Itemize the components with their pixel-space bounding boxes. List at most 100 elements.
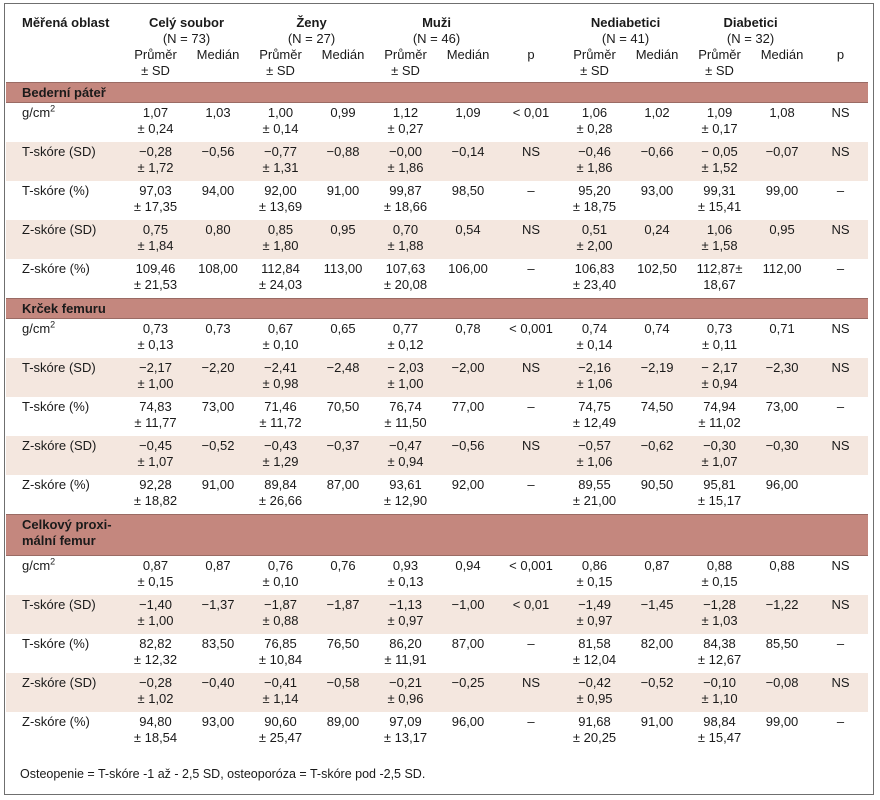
cell-value: −1,22 <box>765 597 799 612</box>
table-cell: −0,62 <box>626 436 689 475</box>
table-cell: – <box>499 475 563 515</box>
cell-sd: ± 1,00 <box>137 613 174 628</box>
table-cell: 73,00 <box>751 397 813 436</box>
row-label: Z-skóre (SD) <box>6 220 124 259</box>
table-cell: −1,13 ± 0,97 <box>374 595 437 634</box>
spacer-cell <box>6 47 124 83</box>
table-cell: 85,50 <box>751 634 813 673</box>
table-cell: 81,58 ± 12,04 <box>563 634 626 673</box>
cell-value: 99,00 <box>765 183 799 198</box>
table-cell: −0,47 ± 0,94 <box>374 436 437 475</box>
row-label-sup: 2 <box>50 319 56 330</box>
cell-sd: ± 0,98 <box>262 376 299 391</box>
table-row: Z-skóre (%) 92,28 ± 18,82 91,00 89,84 ± 26,66… <box>6 475 868 515</box>
cell-value: 0,65 <box>330 321 356 336</box>
spacer-cell <box>813 31 868 47</box>
group-n: (N = 32) <box>726 31 775 46</box>
table-cell: −0,14 <box>437 142 500 181</box>
spacer-cell <box>499 6 563 31</box>
cell-value: NS <box>831 360 850 375</box>
table-cell: 0,76 <box>312 556 374 596</box>
cell-sd: ± 2,00 <box>576 238 613 253</box>
table-cell: 0,71 <box>751 319 813 359</box>
cell-value: NS <box>521 675 541 690</box>
cell-sd: ± 20,25 <box>572 730 617 745</box>
cell-value: −1,00 <box>451 597 485 612</box>
row-label-text: T-skóre (SD) <box>22 360 96 375</box>
table-cell: 95,81 ± 15,17 <box>688 475 751 515</box>
cell-value: −1,45 <box>640 597 674 612</box>
cell-value: 0,73 <box>205 321 231 336</box>
header-row-groups: Měřená oblast Celý soubor Ženy Muži Nedi… <box>6 6 868 31</box>
row-label: T-skóre (SD) <box>6 142 124 181</box>
section-title-text: Krček femuru <box>22 301 106 316</box>
cell-value: 109,46 <box>135 261 176 276</box>
cell-value: < 0,01 <box>512 597 550 612</box>
table-cell: −1,87 <box>312 595 374 634</box>
table-cell: 0,93 ± 0,13 <box>374 556 437 596</box>
group-header: Celý soubor <box>148 15 225 30</box>
sd-label: ± SD <box>705 63 734 78</box>
table-cell: 77,00 <box>437 397 499 436</box>
table-cell: −0,45 ± 1,07 <box>124 436 187 475</box>
table-cell: 0,80 <box>187 220 249 259</box>
table-cell: 71,46 ± 11,72 <box>249 397 312 436</box>
cell-value: − 2,03 <box>387 360 424 375</box>
cell-value: – <box>836 714 845 729</box>
table-cell: 102,50 <box>626 259 688 299</box>
table-cell: −0,52 <box>626 673 689 712</box>
cell-value: NS <box>831 597 850 612</box>
table-cell: 1,06 ± 1,58 <box>688 220 752 259</box>
cell-value: – <box>527 477 535 492</box>
table-cell: 0,76 ± 0,10 <box>249 556 312 596</box>
table-cell: 0,51 ± 2,00 <box>563 220 627 259</box>
cell-sd: 18,67 <box>703 277 736 292</box>
median-header: Medián <box>446 47 490 62</box>
row-label: T-skóre (%) <box>6 397 124 436</box>
table-cell: – <box>499 181 563 220</box>
table-cell: 0,86 ± 0,15 <box>563 556 626 596</box>
row-label-text: Z-skóre (%) <box>22 477 90 492</box>
bone-density-table: Měřená oblast Celý soubor Ženy Muži Nedi… <box>6 6 869 751</box>
group-n: (N = 27) <box>287 31 336 46</box>
cell-value: 82,00 <box>640 636 674 651</box>
cell-value: 97,03 <box>139 183 172 198</box>
cell-value: −0,62 <box>640 438 674 453</box>
cell-value: – <box>527 261 535 276</box>
cell-value: −0,42 <box>578 675 611 690</box>
cell-value: −0,56 <box>451 438 485 453</box>
table-cell: NS <box>813 319 868 359</box>
group-header: Ženy <box>296 15 327 30</box>
table-cell: −2,19 <box>626 358 689 397</box>
cell-value: 94,80 <box>139 714 172 729</box>
table-cell: 82,82 ± 12,32 <box>124 634 187 673</box>
cell-value: 90,50 <box>640 477 674 492</box>
row-label-text: Z-skóre (%) <box>22 261 90 276</box>
table-cell: −1,45 <box>626 595 689 634</box>
cell-sd: ± 18,54 <box>133 730 178 745</box>
table-cell: −0,30 ± 1,07 <box>688 436 752 475</box>
cell-value: NS <box>831 438 850 453</box>
cell-value: 89,84 <box>264 477 297 492</box>
table-row: g/cm2 0,87 ± 0,15 0,87 0,76 ± 0,10 0,76 0,93 ± 0… <box>6 556 868 596</box>
region-header: Měřená oblast <box>22 15 110 30</box>
mean-label: Průměr <box>698 47 741 62</box>
table-cell: 112,84 ± 24,03 <box>249 259 312 299</box>
table-cell: NS <box>813 142 869 181</box>
cell-value: −2,48 <box>326 360 360 375</box>
table-cell: – <box>813 634 868 673</box>
table-cell: 1,09 ± 0,17 <box>688 103 751 143</box>
table-cell: 0,85 ± 1,80 <box>249 220 312 259</box>
p-header: p <box>836 47 845 62</box>
footnote: Osteopenie = T-skóre -1 až - 2,5 SD, ost… <box>20 767 426 781</box>
table-row: Z-skóre (SD) −0,45 ± 1,07 −0,52 −0,43 ± 1,29−… <box>6 436 869 475</box>
cell-sd: ± 18,66 <box>383 199 428 214</box>
table-cell: −0,77 ± 1,31 <box>249 142 312 181</box>
table-cell: 94,80 ± 18,54 <box>124 712 187 751</box>
cell-value: 95,81 <box>703 477 736 492</box>
cell-value: 76,50 <box>326 636 360 651</box>
table-cell: NS <box>813 436 869 475</box>
cell-value: 106,00 <box>448 261 488 276</box>
cell-value: 1,06 <box>581 105 608 120</box>
cell-value: 93,00 <box>640 183 674 198</box>
